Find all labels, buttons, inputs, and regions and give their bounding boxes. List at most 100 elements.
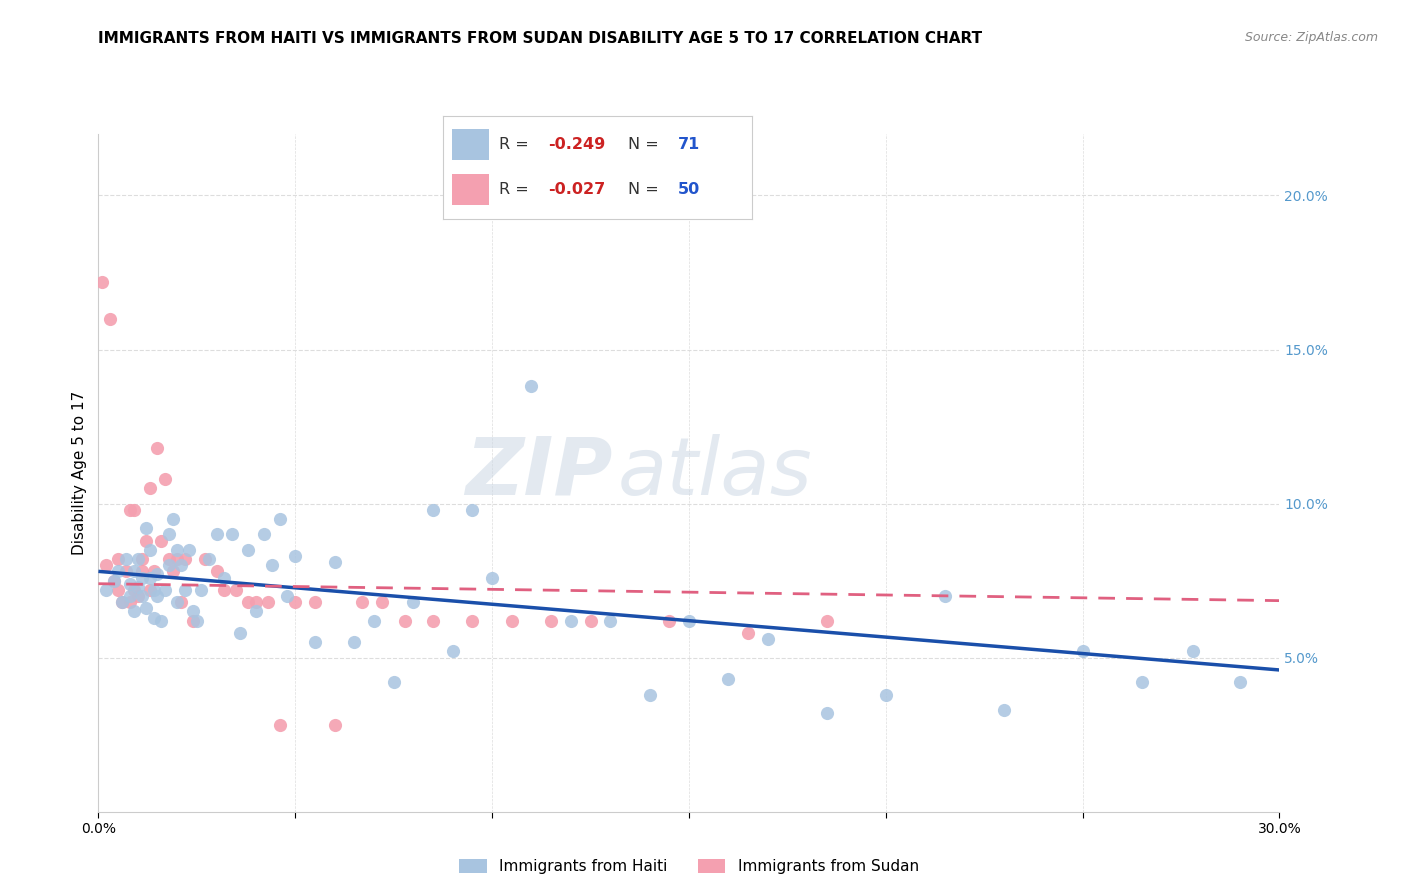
- Text: 50: 50: [678, 182, 700, 197]
- Point: [540, 614, 562, 628]
- Point: [135, 533, 157, 548]
- Point: [229, 626, 252, 640]
- Point: [103, 574, 125, 588]
- Point: [138, 570, 160, 584]
- Point: [150, 614, 173, 628]
- Point: [111, 595, 134, 609]
- Point: [111, 595, 134, 609]
- Legend: Immigrants from Haiti, Immigrants from Sudan: Immigrants from Haiti, Immigrants from S…: [451, 852, 927, 882]
- Point: [815, 706, 838, 720]
- FancyBboxPatch shape: [453, 175, 489, 205]
- Point: [155, 582, 177, 597]
- Point: [501, 614, 523, 628]
- Point: [103, 574, 125, 588]
- Point: [91, 275, 114, 289]
- Text: IMMIGRANTS FROM HAITI VS IMMIGRANTS FROM SUDAN DISABILITY AGE 5 TO 17 CORRELATIO: IMMIGRANTS FROM HAITI VS IMMIGRANTS FROM…: [98, 31, 983, 46]
- Point: [225, 582, 247, 597]
- Point: [135, 521, 157, 535]
- Point: [107, 565, 129, 579]
- Point: [658, 614, 681, 628]
- Point: [157, 552, 180, 566]
- Point: [1071, 644, 1094, 658]
- Point: [441, 644, 464, 658]
- Point: [174, 552, 197, 566]
- Text: atlas: atlas: [619, 434, 813, 512]
- Point: [343, 635, 366, 649]
- Point: [135, 601, 157, 615]
- Point: [146, 567, 169, 582]
- Point: [323, 718, 346, 732]
- Point: [115, 565, 138, 579]
- Point: [142, 582, 165, 597]
- Point: [118, 576, 141, 591]
- Point: [122, 565, 145, 579]
- Text: R =: R =: [499, 182, 529, 197]
- Point: [245, 604, 267, 618]
- Text: -0.027: -0.027: [548, 182, 606, 197]
- Text: N =: N =: [628, 137, 659, 153]
- Point: [323, 555, 346, 569]
- Point: [138, 481, 160, 495]
- Point: [131, 552, 153, 566]
- Point: [118, 595, 141, 609]
- Point: [284, 549, 307, 563]
- Point: [96, 558, 118, 573]
- Point: [166, 542, 188, 557]
- Point: [142, 565, 165, 579]
- Point: [382, 675, 405, 690]
- Point: [181, 604, 204, 618]
- Point: [678, 614, 700, 628]
- Point: [269, 512, 291, 526]
- Point: [118, 502, 141, 516]
- Point: [122, 604, 145, 618]
- Point: [402, 595, 425, 609]
- Point: [221, 527, 243, 541]
- Point: [461, 614, 484, 628]
- Point: [127, 589, 149, 603]
- Point: [138, 582, 160, 597]
- Point: [245, 595, 267, 609]
- Point: [304, 635, 326, 649]
- Point: [131, 565, 153, 579]
- Point: [934, 589, 956, 603]
- Point: [98, 311, 121, 326]
- Point: [363, 614, 385, 628]
- Point: [190, 582, 212, 597]
- Point: [284, 595, 307, 609]
- Point: [170, 558, 193, 573]
- Point: [118, 589, 141, 603]
- Point: [146, 589, 169, 603]
- Point: [236, 542, 259, 557]
- Point: [162, 565, 184, 579]
- Point: [394, 614, 416, 628]
- Text: R =: R =: [499, 137, 529, 153]
- Point: [236, 595, 259, 609]
- Point: [181, 614, 204, 628]
- Point: [155, 472, 177, 486]
- Point: [177, 542, 200, 557]
- Text: N =: N =: [628, 182, 659, 197]
- Point: [256, 595, 278, 609]
- Point: [756, 632, 779, 647]
- Point: [150, 533, 173, 548]
- Point: [1229, 675, 1251, 690]
- Point: [269, 718, 291, 732]
- Point: [560, 614, 582, 628]
- Point: [520, 379, 543, 393]
- Point: [131, 589, 153, 603]
- Point: [205, 527, 228, 541]
- Text: Source: ZipAtlas.com: Source: ZipAtlas.com: [1244, 31, 1378, 45]
- Point: [157, 558, 180, 573]
- Point: [481, 570, 503, 584]
- Point: [717, 672, 740, 686]
- Point: [194, 552, 217, 566]
- Point: [131, 570, 153, 584]
- Point: [599, 614, 621, 628]
- Point: [166, 595, 188, 609]
- Point: [1130, 675, 1153, 690]
- Point: [197, 552, 219, 566]
- FancyBboxPatch shape: [453, 129, 489, 160]
- Point: [186, 614, 208, 628]
- Point: [205, 565, 228, 579]
- Point: [146, 441, 169, 455]
